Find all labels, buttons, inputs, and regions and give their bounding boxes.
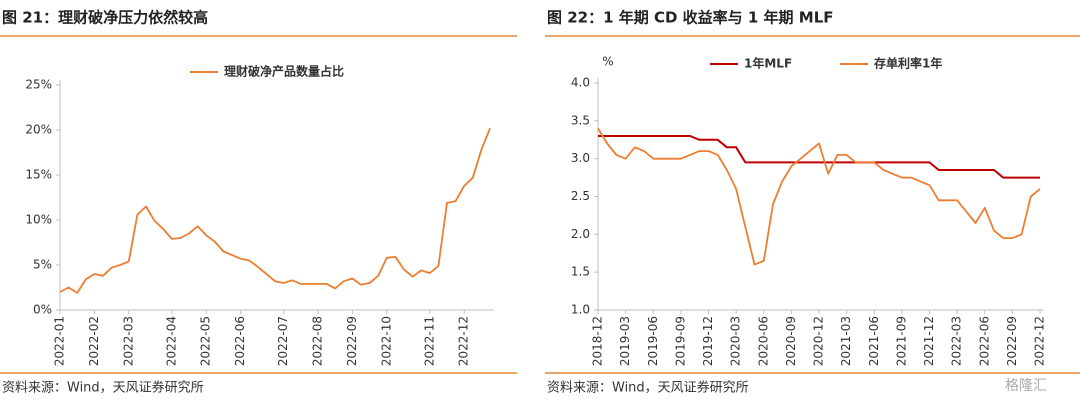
x-tick-label: 2022-09	[1005, 316, 1019, 366]
x-tick-label: 2021-09	[894, 316, 908, 366]
x-tick-label: 2022-04	[164, 316, 178, 366]
x-tick-label: 2019-06	[646, 316, 660, 366]
legend-label: 存单利率1年	[873, 56, 942, 71]
series-line	[598, 135, 1040, 179]
source: 资料来源：Wind，天风证券研究所	[547, 380, 749, 396]
legend-label: 1年MLF	[744, 56, 792, 71]
series-line	[597, 127, 1041, 266]
x-tick-label: 2022-12	[457, 316, 471, 366]
x-tick-label: 2019-12	[701, 316, 715, 366]
y-tick-label: 2.5	[571, 189, 590, 203]
x-tick-label: 2018-12	[591, 316, 605, 366]
x-tick-label: 2021-03	[839, 316, 853, 366]
y-tick-label: 25%	[25, 78, 52, 92]
legend-label: 理财破净产品数量占比	[224, 64, 344, 79]
chart-title: 图 22：1 年期 CD 收益率与 1 年期 MLF	[547, 9, 834, 27]
x-tick-label: 2022-10	[379, 316, 393, 366]
y-tick-label: 10%	[25, 213, 52, 227]
x-tick-label: 2021-06	[867, 316, 881, 366]
x-tick-label: 2022-06	[233, 316, 247, 366]
x-tick-label: 2022-12	[1033, 316, 1047, 366]
source: 资料来源：Wind，天风证券研究所	[2, 380, 204, 396]
x-tick-label: 2022-07	[276, 316, 290, 366]
watermark: 格隆汇	[1005, 378, 1047, 394]
chart-title: 图 21：理财破净压力依然较高	[2, 9, 208, 27]
x-tick-label: 2022-06	[977, 316, 991, 366]
x-tick-label: 2022-03	[121, 316, 135, 366]
x-tick-label: 2020-06	[756, 316, 770, 366]
y-tick-label: 4.0	[571, 76, 590, 90]
y-tick-label: 1.5	[571, 265, 590, 279]
y-unit: %	[602, 55, 613, 69]
y-tick-label: 1.0	[571, 303, 590, 317]
x-tick-label: 2022-03	[950, 316, 964, 366]
x-tick-label: 2022-11	[422, 316, 436, 366]
x-tick-label: 2019-09	[673, 316, 687, 366]
y-tick-label: 15%	[25, 168, 52, 182]
series-line	[59, 127, 491, 294]
x-tick-label: 2020-09	[784, 316, 798, 366]
y-tick-label: 0%	[33, 303, 52, 317]
y-tick-label: 3.0	[571, 151, 590, 165]
x-tick-label: 2022-08	[311, 316, 325, 366]
x-tick-label: 2022-02	[87, 316, 101, 366]
x-tick-label: 2020-03	[729, 316, 743, 366]
y-tick-label: 2.0	[571, 227, 590, 241]
y-tick-label: 3.5	[571, 113, 590, 127]
x-tick-label: 2022-09	[345, 316, 359, 366]
x-tick-label: 2022-05	[199, 316, 213, 366]
y-tick-label: 20%	[25, 123, 52, 137]
x-tick-label: 2021-12	[922, 316, 936, 366]
x-tick-label: 2019-03	[618, 316, 632, 366]
x-tick-label: 2020-12	[812, 316, 826, 366]
y-tick-label: 5%	[33, 258, 52, 272]
x-tick-label: 2022-01	[53, 316, 67, 366]
